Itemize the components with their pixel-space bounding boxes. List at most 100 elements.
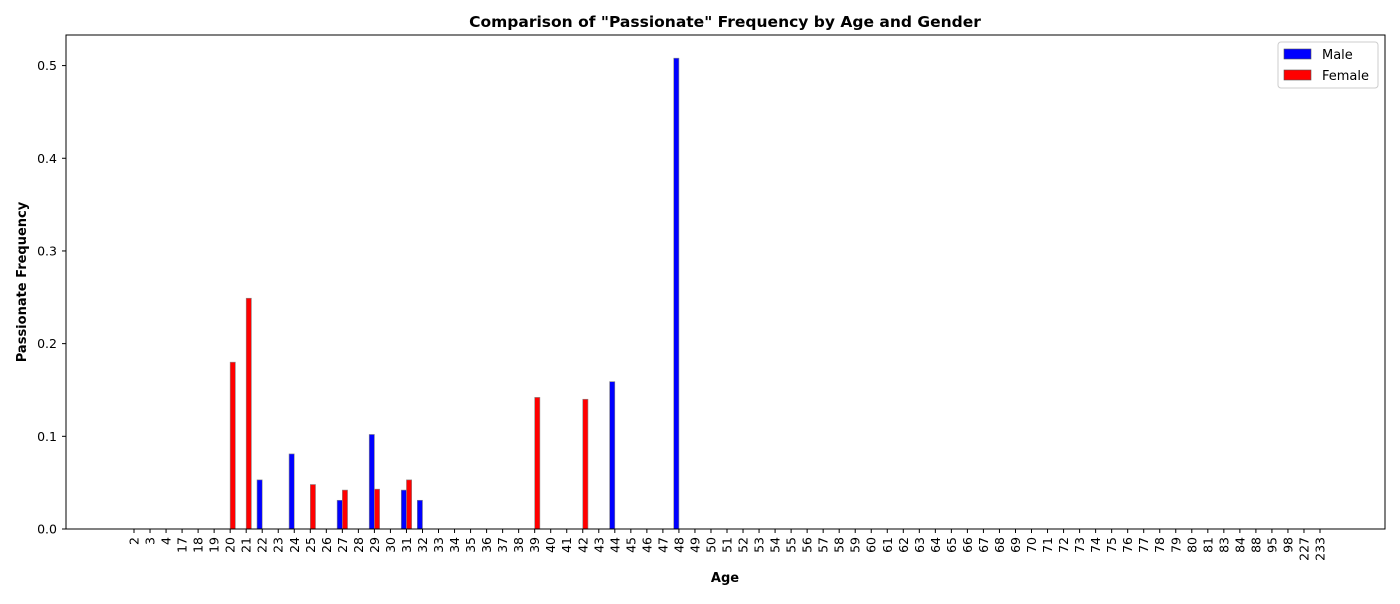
x-tick-label: 52 bbox=[736, 537, 751, 553]
x-tick-label: 65 bbox=[944, 537, 959, 553]
x-tick-label: 80 bbox=[1184, 537, 1199, 553]
x-tick-label: 44 bbox=[607, 537, 622, 553]
x-tick-label: 25 bbox=[303, 537, 318, 553]
x-tick-label: 39 bbox=[527, 537, 542, 553]
x-tick-label: 18 bbox=[191, 537, 206, 553]
x-tick-label: 2 bbox=[127, 537, 142, 545]
x-tick-label: 36 bbox=[479, 537, 494, 553]
x-tick-label: 73 bbox=[1072, 537, 1087, 553]
chart-title: Comparison of "Passionate" Frequency by … bbox=[469, 13, 981, 31]
bar-male-age-27 bbox=[336, 499, 343, 530]
y-tick-label: 0.0 bbox=[37, 522, 57, 537]
x-tick-label: 69 bbox=[1008, 537, 1023, 553]
x-tick-label: 34 bbox=[447, 537, 462, 553]
y-tick-label: 0.2 bbox=[37, 336, 57, 351]
x-tick-label: 66 bbox=[960, 537, 975, 553]
bar-male-age-32 bbox=[416, 499, 423, 530]
x-tick-label: 75 bbox=[1104, 537, 1119, 553]
y-tick-label: 0.4 bbox=[37, 151, 57, 166]
x-tick-label: 20 bbox=[223, 537, 238, 553]
bar-male-age-29 bbox=[368, 434, 375, 530]
x-tick-label: 23 bbox=[271, 537, 286, 553]
bar-male-age-31 bbox=[400, 489, 407, 530]
y-tick-label: 0.1 bbox=[37, 429, 57, 444]
x-tick-label: 30 bbox=[383, 537, 398, 553]
x-tick-label: 78 bbox=[1152, 537, 1167, 553]
x-tick-label: 33 bbox=[431, 537, 446, 553]
x-tick-label: 40 bbox=[543, 537, 558, 553]
bar-female-age-25 bbox=[309, 484, 316, 530]
x-tick-label: 46 bbox=[639, 537, 654, 553]
x-tick-label: 63 bbox=[912, 537, 927, 553]
x-tick-label: 19 bbox=[207, 537, 222, 553]
x-tick-label: 49 bbox=[687, 537, 702, 553]
x-tick-label: 38 bbox=[511, 537, 526, 553]
x-tick-label: 50 bbox=[703, 537, 718, 553]
legend-label-female: Female bbox=[1322, 69, 1369, 84]
x-tick-label: 60 bbox=[864, 537, 879, 553]
x-tick-label: 55 bbox=[784, 537, 799, 553]
x-tick-label: 29 bbox=[367, 537, 382, 553]
x-tick-label: 56 bbox=[800, 537, 815, 553]
x-tick-label: 54 bbox=[768, 537, 783, 553]
plot-frame bbox=[65, 34, 1386, 530]
y-axis-label: Passionate Frequency bbox=[15, 201, 30, 362]
x-tick-label: 77 bbox=[1136, 537, 1151, 553]
x-tick-label: 27 bbox=[335, 537, 350, 553]
bar-female-age-42 bbox=[582, 398, 589, 530]
x-tick-label: 4 bbox=[159, 537, 174, 545]
x-tick-label: 35 bbox=[463, 537, 478, 553]
bar-female-age-20 bbox=[229, 361, 236, 530]
x-tick-label: 51 bbox=[720, 537, 735, 553]
legend-swatch-male bbox=[1283, 48, 1312, 60]
bar-male-age-22 bbox=[256, 479, 263, 530]
bar-male-age-48 bbox=[673, 57, 680, 530]
x-tick-label: 37 bbox=[495, 537, 510, 553]
bar-female-age-39 bbox=[534, 397, 541, 530]
x-tick-label: 79 bbox=[1168, 537, 1183, 553]
bar-female-age-29 bbox=[374, 488, 380, 530]
x-tick-label: 48 bbox=[671, 537, 686, 553]
x-tick-label: 32 bbox=[415, 537, 430, 553]
y-tick-label: 0.5 bbox=[37, 58, 57, 73]
x-tick-label: 3 bbox=[143, 537, 158, 545]
y-axis: 0.0 0.1 0.2 0.3 0.4 0.5 bbox=[37, 58, 66, 537]
bar-male-age-44 bbox=[609, 381, 616, 530]
x-tick-label: 53 bbox=[752, 537, 767, 553]
x-tick-label: 233 bbox=[1313, 537, 1328, 561]
x-axis-label: Age bbox=[711, 571, 739, 586]
x-tick-label: 84 bbox=[1232, 537, 1247, 553]
x-tick-label: 72 bbox=[1056, 537, 1071, 553]
x-tick-label: 21 bbox=[239, 537, 254, 553]
bars-layer bbox=[229, 57, 680, 530]
bar-female-age-27 bbox=[342, 489, 348, 530]
x-tick-label: 67 bbox=[976, 537, 991, 553]
bar-female-age-21 bbox=[245, 297, 252, 530]
x-tick-label: 64 bbox=[928, 537, 943, 553]
legend-swatch-female bbox=[1283, 69, 1312, 81]
x-tick-label: 41 bbox=[559, 537, 574, 553]
x-tick-label: 26 bbox=[319, 537, 334, 553]
x-tick-label: 83 bbox=[1216, 537, 1231, 553]
x-tick-label: 62 bbox=[896, 537, 911, 553]
x-tick-label: 31 bbox=[399, 537, 414, 553]
x-tick-label: 70 bbox=[1024, 537, 1039, 553]
x-tick-label: 76 bbox=[1120, 537, 1135, 553]
x-tick-label: 61 bbox=[880, 537, 895, 553]
x-tick-label: 68 bbox=[992, 537, 1007, 553]
x-tick-label: 43 bbox=[591, 537, 606, 553]
bar-male-age-24 bbox=[288, 453, 295, 530]
x-tick-label: 95 bbox=[1264, 537, 1279, 553]
x-tick-label: 98 bbox=[1280, 537, 1295, 553]
x-tick-label: 45 bbox=[623, 537, 638, 553]
x-tick-label: 74 bbox=[1088, 537, 1103, 553]
x-tick-label: 58 bbox=[832, 537, 847, 553]
x-tick-label: 47 bbox=[655, 537, 670, 553]
x-tick-label: 17 bbox=[175, 537, 190, 553]
bar-female-age-31 bbox=[406, 479, 412, 530]
x-axis: 2 3 4 17 18 19 20 21 22 23 24 25 26 27 28 29 30 31 32 33 34 3… bbox=[127, 529, 1328, 561]
legend-label-male: Male bbox=[1322, 48, 1353, 63]
x-tick-label: 88 bbox=[1248, 537, 1263, 553]
